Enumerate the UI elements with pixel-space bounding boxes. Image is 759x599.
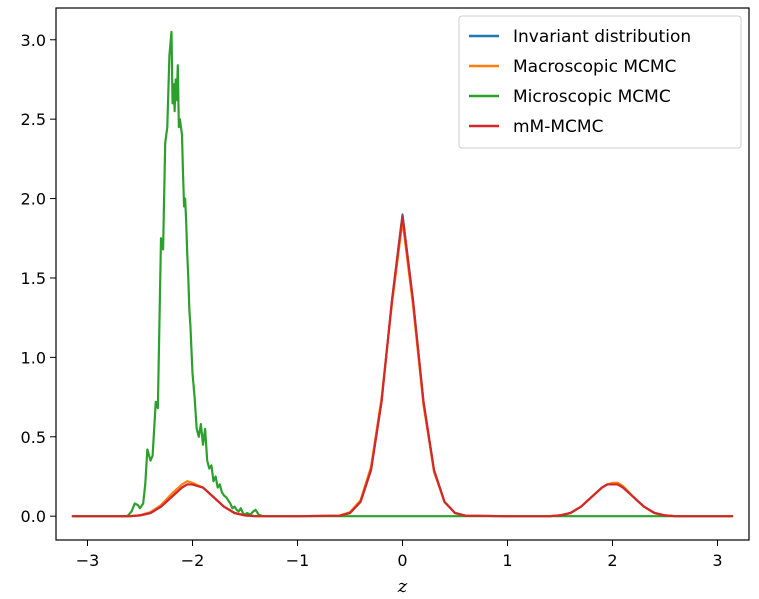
series-line-invariant-distribution xyxy=(71,213,734,518)
legend-label: Macroscopic MCMC xyxy=(513,57,676,77)
legend-label: mM-MCMC xyxy=(513,117,603,137)
legend-label: Microscopic MCMC xyxy=(513,87,671,107)
series-layer xyxy=(71,30,734,518)
legend-label: Invariant distribution xyxy=(513,27,691,47)
series-line-macroscopic-mcmc xyxy=(71,219,734,518)
x-tick-label: −1 xyxy=(286,551,310,570)
y-tick-label: 1.5 xyxy=(21,269,46,288)
legend: Invariant distribution Macroscopic MCMC Mi… xyxy=(458,15,742,149)
x-tick-label: 1 xyxy=(502,551,512,570)
y-tick-label: 0.0 xyxy=(21,507,46,526)
y-tick-label: 2.0 xyxy=(21,190,46,209)
legend-box xyxy=(458,15,742,149)
y-tick-label: 3.0 xyxy=(21,31,46,50)
x-tick-label: −2 xyxy=(181,551,205,570)
y-tick-label: 2.5 xyxy=(21,110,46,129)
x-tick-label: 3 xyxy=(712,551,722,570)
series-line-mm-mcmc xyxy=(71,214,734,518)
x-tick-label: 2 xyxy=(607,551,617,570)
y-tick-label: 0.5 xyxy=(21,428,46,447)
y-tick-label: 1.0 xyxy=(21,348,46,367)
x-axis-ticks: −3 −2 −1 0 1 2 3 xyxy=(76,540,723,570)
x-tick-label: 0 xyxy=(397,551,407,570)
x-tick-label: −3 xyxy=(76,551,100,570)
series-line-microscopic-mcmc xyxy=(71,30,734,518)
y-axis-ticks: 0.0 0.5 1.0 1.5 2.0 2.5 3.0 xyxy=(21,31,56,526)
x-axis-label: z xyxy=(397,576,408,597)
